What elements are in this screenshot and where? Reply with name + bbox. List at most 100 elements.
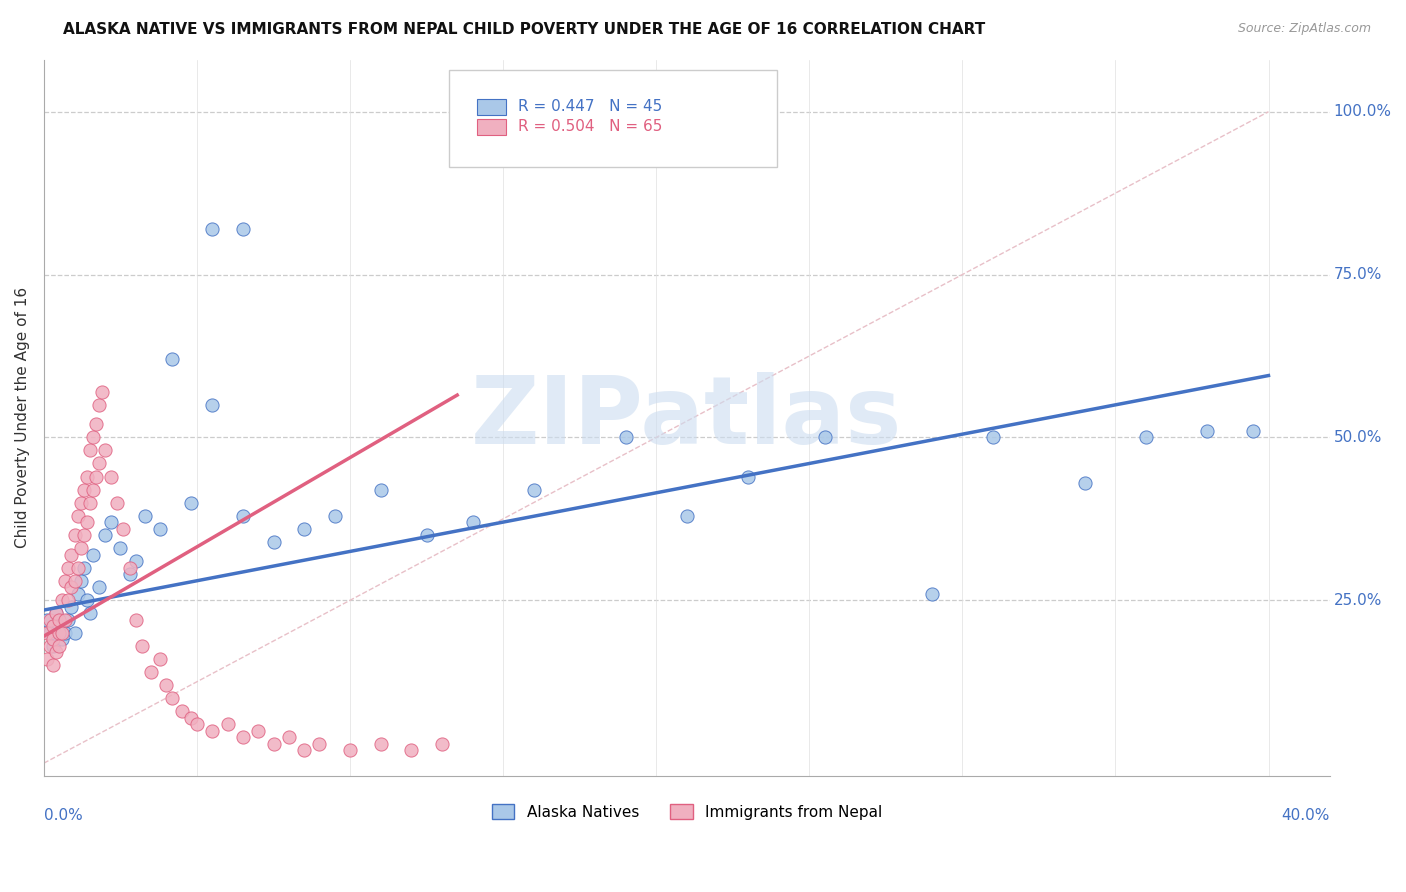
- Point: [112, 522, 135, 536]
- Point: [162, 352, 184, 367]
- Point: [91, 384, 114, 399]
- Point: [737, 469, 759, 483]
- Point: [308, 737, 330, 751]
- Point: [53, 613, 76, 627]
- Point: [118, 567, 141, 582]
- Point: [461, 515, 484, 529]
- Point: [87, 457, 110, 471]
- Point: [42, 658, 65, 673]
- Point: [42, 639, 65, 653]
- Point: [84, 469, 107, 483]
- Text: 25.0%: 25.0%: [1333, 593, 1382, 607]
- Point: [79, 495, 101, 509]
- Point: [232, 222, 254, 236]
- FancyBboxPatch shape: [477, 99, 506, 115]
- Point: [58, 613, 80, 627]
- Point: [51, 593, 73, 607]
- Point: [105, 495, 128, 509]
- Point: [323, 508, 346, 523]
- Point: [125, 613, 148, 627]
- Point: [69, 574, 91, 588]
- Point: [60, 599, 83, 614]
- Point: [63, 625, 86, 640]
- Point: [39, 639, 62, 653]
- Point: [100, 469, 122, 483]
- Point: [48, 619, 70, 633]
- Point: [53, 625, 76, 640]
- Text: ZIPatlas: ZIPatlas: [471, 372, 903, 464]
- Text: 40.0%: 40.0%: [1281, 808, 1330, 823]
- Point: [981, 430, 1004, 444]
- Point: [48, 639, 70, 653]
- Point: [94, 528, 117, 542]
- Y-axis label: Child Poverty Under the Age of 16: Child Poverty Under the Age of 16: [15, 287, 30, 549]
- Text: Source: ZipAtlas.com: Source: ZipAtlas.com: [1237, 22, 1371, 36]
- FancyBboxPatch shape: [449, 70, 778, 167]
- Text: R = 0.447   N = 45: R = 0.447 N = 45: [519, 99, 662, 114]
- Point: [247, 723, 270, 738]
- Point: [45, 607, 67, 621]
- Point: [155, 678, 177, 692]
- Point: [217, 717, 239, 731]
- Point: [162, 691, 184, 706]
- Point: [58, 560, 80, 574]
- Point: [58, 593, 80, 607]
- Point: [45, 645, 67, 659]
- Point: [370, 737, 392, 751]
- Point: [82, 430, 104, 444]
- Point: [277, 730, 299, 744]
- Point: [73, 483, 96, 497]
- Point: [292, 743, 315, 757]
- Text: ALASKA NATIVE VS IMMIGRANTS FROM NEPAL CHILD POVERTY UNDER THE AGE OF 16 CORRELA: ALASKA NATIVE VS IMMIGRANTS FROM NEPAL C…: [63, 22, 986, 37]
- Point: [87, 580, 110, 594]
- Point: [180, 710, 202, 724]
- Point: [415, 528, 437, 542]
- Point: [39, 625, 62, 640]
- Point: [186, 717, 208, 731]
- Point: [263, 534, 285, 549]
- Point: [66, 508, 89, 523]
- Point: [73, 528, 96, 542]
- Point: [201, 398, 224, 412]
- Point: [48, 613, 70, 627]
- Point: [63, 574, 86, 588]
- Point: [69, 495, 91, 509]
- Point: [1197, 424, 1219, 438]
- Point: [1074, 476, 1097, 491]
- Point: [201, 723, 224, 738]
- Point: [813, 430, 835, 444]
- Point: [79, 443, 101, 458]
- Point: [35, 625, 58, 640]
- Point: [69, 541, 91, 556]
- Point: [76, 515, 98, 529]
- Point: [180, 495, 202, 509]
- Point: [66, 560, 89, 574]
- Point: [66, 587, 89, 601]
- Point: [53, 574, 76, 588]
- Point: [76, 469, 98, 483]
- Point: [614, 430, 637, 444]
- Point: [118, 560, 141, 574]
- Point: [87, 398, 110, 412]
- Point: [201, 222, 224, 236]
- Text: 75.0%: 75.0%: [1333, 267, 1382, 282]
- Point: [110, 541, 132, 556]
- Point: [339, 743, 361, 757]
- Point: [60, 580, 83, 594]
- Point: [42, 619, 65, 633]
- Point: [675, 508, 697, 523]
- Point: [131, 639, 153, 653]
- Point: [370, 483, 392, 497]
- Point: [232, 730, 254, 744]
- Point: [125, 554, 148, 568]
- Point: [430, 737, 453, 751]
- Text: R = 0.504   N = 65: R = 0.504 N = 65: [519, 120, 662, 135]
- Point: [51, 632, 73, 647]
- Point: [100, 515, 122, 529]
- Point: [1135, 430, 1157, 444]
- Point: [35, 652, 58, 666]
- Point: [149, 652, 172, 666]
- Legend: Alaska Natives, Immigrants from Nepal: Alaska Natives, Immigrants from Nepal: [485, 797, 889, 826]
- Point: [82, 483, 104, 497]
- Point: [73, 560, 96, 574]
